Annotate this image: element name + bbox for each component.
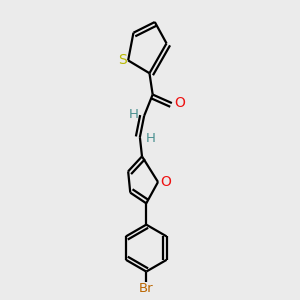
- Text: O: O: [160, 175, 171, 189]
- Text: O: O: [174, 96, 185, 110]
- Text: S: S: [118, 53, 127, 68]
- Text: Br: Br: [139, 282, 154, 295]
- Text: H: H: [128, 108, 138, 121]
- Text: H: H: [146, 132, 155, 145]
